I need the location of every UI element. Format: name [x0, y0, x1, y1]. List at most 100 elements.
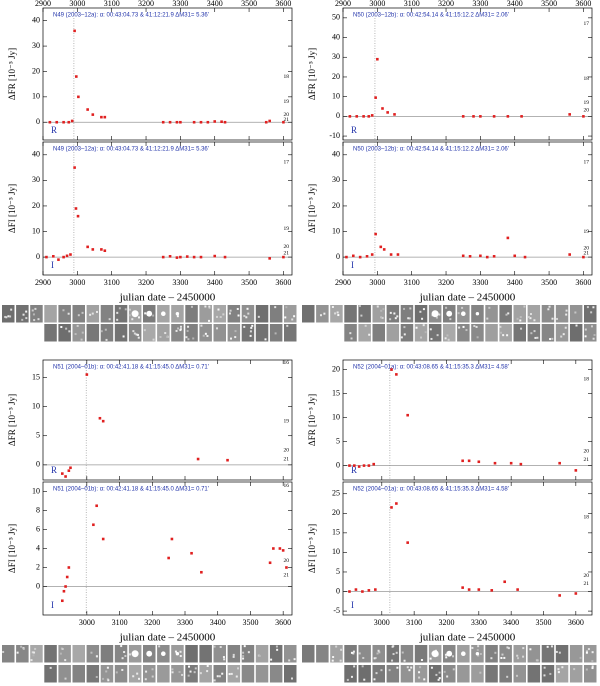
thumbnail-noise — [585, 668, 588, 671]
data-point — [86, 245, 89, 249]
thumbnail — [199, 645, 212, 663]
magnitude-label: 19 — [284, 226, 290, 232]
thumbnail-noise — [319, 314, 322, 317]
thumbnail — [2, 305, 15, 323]
x-tick-label: 2900 — [335, 0, 351, 8]
thumbnail — [499, 665, 512, 683]
thumbnail-noise — [515, 674, 518, 677]
data-point — [62, 120, 65, 124]
thumbnail-star — [475, 652, 480, 656]
thumbnail — [358, 645, 371, 663]
thumbnail-noise — [565, 313, 568, 316]
thumbnail — [344, 665, 357, 683]
data-point — [168, 120, 172, 124]
annotation: N50 (2003–12b): α: 00:42:54.14 & 41:15:1… — [353, 13, 509, 19]
x-tick-label: 3300 — [172, 0, 188, 8]
data-point — [558, 594, 561, 597]
data-point — [468, 255, 472, 258]
x-tick-label: 3300 — [472, 0, 488, 8]
thumbnail-noise — [585, 651, 588, 654]
thumbnail-noise — [533, 330, 536, 333]
data-point — [69, 253, 72, 256]
thumbnail-noise — [389, 318, 392, 321]
magnitude-label: 16 — [284, 360, 290, 366]
thumbnail-noise — [529, 317, 532, 320]
thumbnail-noise — [503, 656, 506, 659]
thumbnail-noise — [476, 648, 479, 651]
thumbnail-noise — [557, 668, 560, 671]
thumbnail-noise — [561, 666, 564, 669]
thumbnail-noise — [438, 313, 441, 316]
y-tick-label: 30 — [32, 175, 40, 184]
x-tick-label: 3200 — [138, 0, 154, 8]
thumbnail — [44, 645, 57, 663]
thumbnail — [269, 645, 283, 663]
thumbnail-noise — [243, 325, 246, 328]
thumbnail-noise — [152, 338, 155, 341]
thumbnail-noise — [527, 316, 530, 319]
data-point — [70, 119, 74, 123]
annotation: N52 (2004–01a): α: 00:43:08.65 & 41:15:3… — [353, 365, 509, 371]
thumbnail-noise — [232, 655, 235, 658]
thumbnail-star — [175, 652, 180, 656]
thumbnail-star — [146, 310, 153, 317]
thumbnail-noise — [216, 327, 219, 330]
thumbnail-star — [475, 312, 480, 316]
thumbnail-noise — [523, 305, 526, 308]
thumbnail-noise — [284, 316, 287, 319]
thumbnail — [414, 305, 428, 323]
data-point — [95, 504, 98, 508]
thumbnail-noise — [419, 310, 422, 313]
x-tick-label: 3300 — [471, 618, 487, 627]
thumbnail-star — [161, 311, 166, 317]
thumbnail-noise — [349, 332, 352, 335]
thumbnail — [241, 665, 255, 683]
thumbnail-noise — [171, 668, 174, 671]
thumbnail-star — [446, 650, 453, 657]
thumbnail-noise — [234, 336, 237, 339]
thumbnail — [400, 324, 414, 342]
thumbnail-noise — [476, 336, 479, 339]
y-tick-label: 10 — [32, 92, 40, 101]
thumbnail-noise — [389, 311, 392, 314]
thumbnail-noise — [368, 333, 371, 336]
x-tick-label: 3100 — [112, 618, 128, 627]
thumbnail-noise — [350, 651, 353, 654]
thumbnail-noise — [179, 328, 182, 331]
thumbnail-noise — [33, 319, 36, 322]
thumbnail-noise — [445, 306, 448, 309]
thumbnail-noise — [246, 307, 249, 310]
thumbnail-noise — [221, 672, 224, 675]
thumbnail — [58, 324, 71, 342]
data-point — [574, 469, 578, 472]
thumbnail-noise — [176, 315, 179, 318]
thumbnail — [428, 665, 442, 683]
thumbnail — [584, 665, 597, 683]
thumbnail — [2, 645, 15, 663]
thumbnail-noise — [501, 653, 504, 656]
data-point — [223, 255, 227, 259]
thumbnail-noise — [462, 325, 465, 328]
x-tick-label: 3300 — [172, 278, 188, 287]
thumbnail-noise — [352, 650, 355, 653]
thumbnail — [527, 665, 541, 683]
thumbnail-noise — [361, 665, 364, 668]
data-point — [461, 586, 464, 589]
thumbnail-noise — [533, 319, 536, 322]
thumbnail-noise — [270, 658, 273, 661]
data-point — [206, 120, 210, 124]
x-tick-label: 3100 — [404, 0, 420, 8]
thumbnail-noise — [91, 312, 94, 315]
thumbnail-noise — [506, 334, 509, 337]
thumbnail-noise — [242, 651, 245, 654]
thumbnail — [86, 324, 100, 342]
y-axis-label: ΔFR [10⁻⁵ Jy] — [7, 394, 17, 446]
data-point — [353, 464, 356, 467]
thumbnail — [555, 324, 569, 342]
thumbnail-noise — [406, 666, 409, 669]
thumbnail-noise — [591, 651, 594, 654]
band-label: I — [51, 260, 54, 270]
data-point — [67, 469, 71, 472]
thumbnail-noise — [502, 334, 505, 337]
x-tick-label: 2900 — [335, 278, 351, 287]
